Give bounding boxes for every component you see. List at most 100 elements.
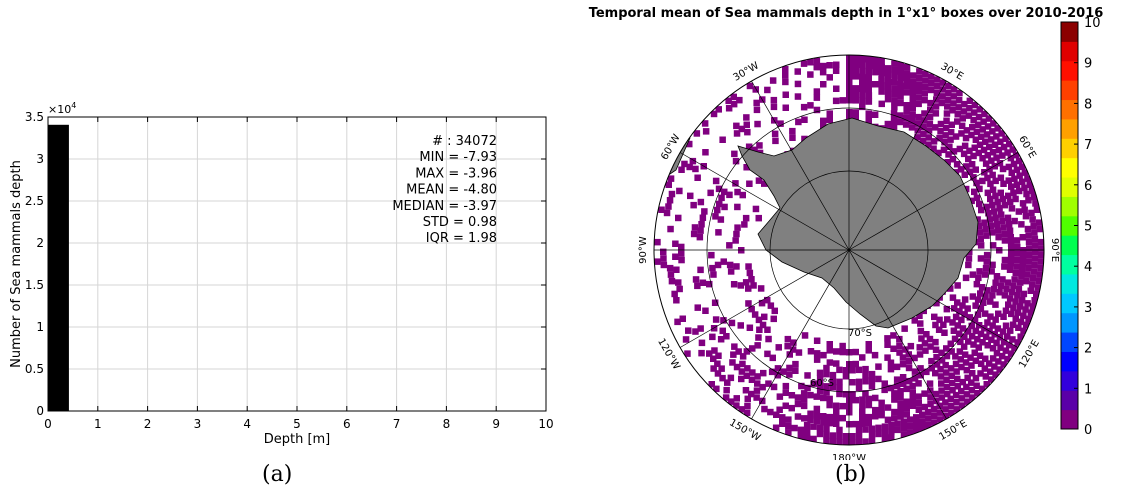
data-cell bbox=[789, 127, 796, 135]
data-cell bbox=[813, 350, 821, 357]
data-cell bbox=[800, 396, 808, 403]
data-cell bbox=[826, 419, 833, 427]
data-cell bbox=[888, 434, 895, 441]
data-cell bbox=[965, 112, 973, 119]
data-cell bbox=[1012, 315, 1019, 322]
data-cell bbox=[690, 201, 697, 209]
data-cell bbox=[734, 224, 741, 231]
data-cell bbox=[745, 143, 753, 150]
data-cell bbox=[810, 380, 817, 387]
data-cell bbox=[794, 68, 801, 75]
data-cell bbox=[957, 166, 965, 173]
data-cell bbox=[941, 139, 948, 146]
data-cell bbox=[922, 83, 929, 91]
data-cell bbox=[993, 339, 1000, 347]
data-cell bbox=[988, 229, 996, 236]
data-cell bbox=[855, 384, 863, 392]
data-cell bbox=[957, 356, 964, 363]
data-cell bbox=[944, 390, 951, 398]
data-cell bbox=[813, 418, 821, 425]
data-cell bbox=[725, 97, 732, 105]
data-cell bbox=[849, 367, 856, 374]
data-cell bbox=[786, 371, 793, 378]
data-cell bbox=[1027, 309, 1035, 316]
data-cell bbox=[922, 77, 929, 84]
data-cell bbox=[770, 383, 778, 391]
data-cell bbox=[975, 149, 982, 157]
data-cell bbox=[770, 96, 778, 104]
data-cell bbox=[878, 411, 885, 419]
stats-annotation: STD = 0.98 bbox=[423, 215, 497, 230]
colorbar-segment bbox=[1061, 409, 1078, 430]
data-cell bbox=[724, 379, 731, 386]
data-cell bbox=[990, 208, 998, 215]
data-cell bbox=[786, 351, 793, 358]
data-cell bbox=[776, 393, 784, 400]
data-cell bbox=[935, 326, 943, 333]
data-cell bbox=[964, 374, 971, 382]
data-cell bbox=[954, 322, 961, 329]
data-cell bbox=[968, 379, 975, 386]
data-cell bbox=[950, 86, 958, 93]
data-cell bbox=[842, 373, 850, 380]
data-cell bbox=[1017, 279, 1024, 286]
data-cell bbox=[974, 390, 981, 397]
data-cell bbox=[1008, 169, 1015, 176]
data-cell bbox=[1008, 288, 1016, 296]
data-cell bbox=[748, 305, 755, 313]
data-cell bbox=[1000, 180, 1007, 187]
data-cell bbox=[1025, 264, 1032, 272]
data-cell bbox=[1000, 143, 1008, 151]
data-cell bbox=[836, 432, 843, 440]
data-cell bbox=[829, 371, 837, 379]
data-cell bbox=[675, 279, 682, 286]
data-cell bbox=[909, 382, 916, 390]
map-disc bbox=[654, 55, 1044, 445]
data-cell bbox=[714, 206, 721, 214]
data-cell bbox=[771, 130, 779, 138]
data-cell bbox=[925, 134, 932, 141]
data-cell bbox=[984, 319, 991, 326]
data-cell bbox=[698, 349, 705, 357]
data-cell bbox=[963, 366, 971, 374]
data-cell bbox=[813, 88, 821, 95]
data-cell bbox=[878, 88, 885, 95]
data-cell bbox=[779, 414, 786, 421]
data-cell bbox=[915, 380, 922, 387]
data-cell bbox=[713, 385, 720, 393]
data-cell bbox=[954, 299, 961, 306]
data-cell bbox=[1018, 221, 1025, 228]
data-cell bbox=[862, 371, 869, 379]
meridian-line bbox=[848, 249, 947, 420]
data-cell bbox=[1002, 135, 1009, 142]
data-cell bbox=[681, 160, 688, 168]
data-cell bbox=[878, 399, 885, 407]
data-cell bbox=[1037, 251, 1044, 259]
data-cell bbox=[927, 86, 935, 94]
y-tick-label: 0 bbox=[36, 404, 44, 418]
data-cell bbox=[702, 149, 709, 156]
data-cell bbox=[701, 120, 709, 127]
data-cell bbox=[982, 355, 989, 362]
data-cell bbox=[660, 255, 667, 262]
data-cell bbox=[989, 322, 996, 329]
data-cell bbox=[941, 329, 948, 336]
data-cell bbox=[932, 369, 939, 377]
data-cell bbox=[988, 336, 995, 344]
data-cell bbox=[986, 143, 993, 151]
data-cell bbox=[891, 396, 898, 403]
data-cell bbox=[999, 165, 1007, 173]
parallel-label: 60°S bbox=[810, 378, 834, 389]
y-axis-label: Number of Sea mammals depth bbox=[9, 160, 24, 368]
data-cell bbox=[887, 359, 895, 366]
data-cell bbox=[1030, 193, 1037, 201]
data-cell bbox=[973, 280, 981, 288]
data-cell bbox=[718, 365, 725, 372]
data-cell bbox=[930, 412, 938, 419]
data-cell bbox=[968, 362, 975, 369]
data-cell bbox=[884, 404, 892, 411]
data-cell bbox=[859, 408, 866, 415]
data-cell bbox=[730, 351, 737, 358]
data-cell bbox=[965, 155, 972, 163]
data-cell bbox=[1002, 322, 1010, 329]
